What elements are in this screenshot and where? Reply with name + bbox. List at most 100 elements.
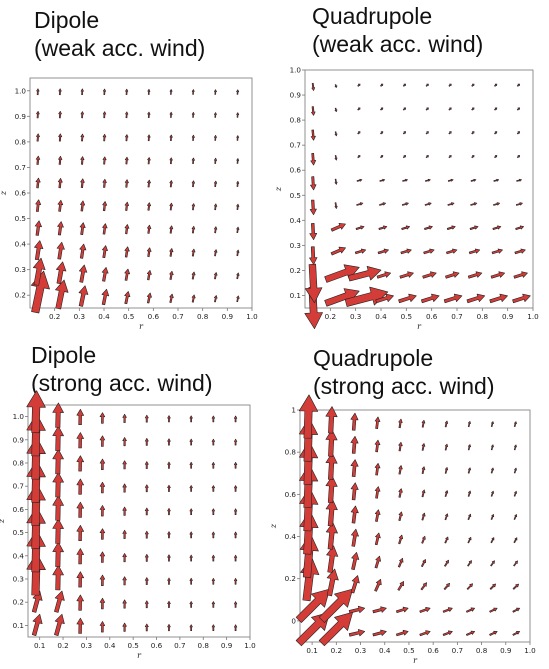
x-tick-label: 0.6 [151, 641, 163, 650]
x-axis-label: r [413, 656, 418, 665]
field-arrow [144, 530, 149, 539]
y-axis-label: z [269, 523, 278, 529]
field-arrow [489, 607, 498, 613]
field-arrow [348, 605, 366, 614]
field-arrow [398, 465, 403, 475]
x-tick-label: 0.5 [123, 312, 134, 321]
x-tick-label: 0.5 [403, 646, 414, 655]
field-arrow [494, 83, 498, 87]
field-arrow [516, 131, 521, 135]
field-arrow [372, 606, 387, 614]
field-arrow [421, 489, 426, 498]
field-arrow [122, 529, 127, 539]
y-tick-label: 0.8 [13, 459, 25, 468]
field-arrow [374, 486, 381, 499]
field-arrow [234, 508, 238, 516]
field-arrow [357, 131, 361, 135]
field-arrow [402, 83, 407, 87]
field-arrow [471, 155, 475, 159]
y-tick-label: 0.8 [290, 116, 302, 125]
field-arrow [374, 416, 381, 430]
field-arrow [144, 553, 149, 562]
field-arrow [26, 506, 46, 550]
field-arrow [76, 571, 84, 588]
field-arrow [374, 532, 381, 546]
field-arrow [376, 271, 392, 279]
field-arrow [234, 461, 238, 469]
field-arrow [443, 293, 463, 304]
field-arrow [101, 266, 109, 282]
y-tick-label: 0.7 [290, 141, 301, 150]
field-arrow [211, 438, 215, 446]
field-arrow [144, 577, 149, 585]
field-arrow [471, 83, 475, 87]
field-arrow [444, 420, 449, 428]
field-arrow [402, 178, 408, 182]
field-arrow [144, 437, 149, 446]
field-arrow [55, 261, 67, 285]
field-arrow [310, 176, 317, 191]
field-arrow [57, 221, 64, 236]
field-arrow [448, 131, 452, 135]
field-arrow [80, 156, 85, 165]
field-arrow [99, 412, 106, 424]
field-arrow [234, 485, 238, 492]
field-arrow [236, 203, 240, 210]
field-arrow [76, 478, 84, 495]
field-arrow [214, 135, 217, 141]
field-arrow [326, 545, 339, 573]
field-arrow [470, 202, 478, 206]
y-tick-label: 1.0 [15, 86, 27, 95]
y-tick-label: 1 [291, 406, 296, 415]
field-arrow [56, 241, 65, 260]
field-arrow [167, 507, 171, 516]
field-arrow [318, 611, 354, 647]
field-arrow [122, 576, 127, 586]
field-arrow [466, 583, 474, 590]
field-arrow [421, 443, 426, 451]
y-tick-label: 0.7 [15, 163, 26, 172]
y-tick-label: 0.6 [13, 505, 25, 514]
x-tick-label: 0.2 [49, 312, 60, 321]
field-arrow [167, 577, 171, 585]
panel-dipole-strong: Dipole (strong acc. wind) [0, 334, 274, 668]
x-tick-label: 0.9 [500, 646, 512, 655]
y-tick-label: 0.2 [13, 598, 24, 607]
field-arrow [513, 271, 528, 279]
field-arrow [357, 83, 361, 87]
x-tick-label: 1.0 [524, 646, 536, 655]
field-arrow [52, 402, 64, 428]
y-tick-label: 1.0 [13, 412, 25, 421]
field-arrow [398, 418, 403, 429]
field-arrow [35, 155, 41, 165]
field-arrow [214, 180, 218, 187]
field-arrow [99, 505, 106, 517]
field-arrow [169, 225, 174, 234]
panel-title-line2: (strong acc. wind) [313, 373, 495, 399]
field-arrow [189, 438, 193, 446]
field-arrow [76, 548, 84, 565]
field-arrow [350, 482, 359, 501]
x-tick-label: 1.0 [527, 312, 539, 321]
field-arrow [397, 581, 405, 591]
field-arrow [35, 133, 40, 142]
field-arrow [211, 554, 215, 562]
field-arrow [169, 202, 174, 211]
y-axis-label: z [274, 186, 283, 192]
field-arrow [330, 223, 346, 232]
field-arrow [330, 246, 346, 256]
panel-title: Quadrupole (weak acc. wind) [312, 2, 483, 58]
field-arrow [467, 444, 472, 451]
field-arrow [102, 88, 106, 95]
panel-title: Dipole (weak acc. wind) [34, 6, 205, 62]
field-arrow [211, 485, 215, 492]
x-tick-label: 0.3 [350, 312, 361, 321]
field-arrow [189, 624, 193, 632]
field-arrow [491, 248, 503, 255]
x-tick-label: 1.0 [244, 641, 256, 650]
field-arrow [421, 466, 426, 475]
field-arrow [325, 522, 338, 550]
field-arrow [144, 414, 149, 423]
x-tick-label: 0.3 [81, 641, 92, 650]
field-arrow [124, 156, 129, 165]
